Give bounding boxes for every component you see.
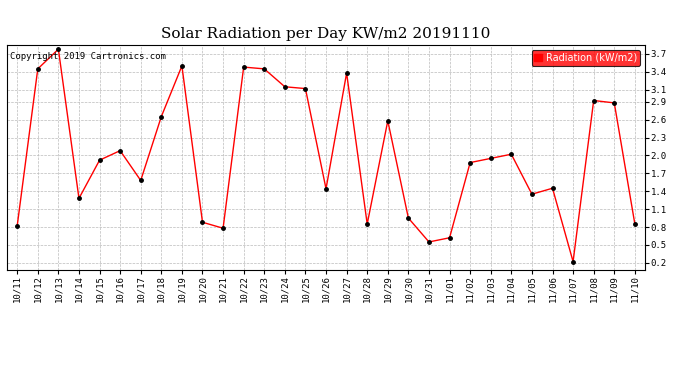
Title: Solar Radiation per Day KW/m2 20191110: Solar Radiation per Day KW/m2 20191110 [161,27,491,41]
Text: Copyright 2019 Cartronics.com: Copyright 2019 Cartronics.com [10,52,166,61]
Legend: Radiation (kW/m2): Radiation (kW/m2) [531,50,640,66]
